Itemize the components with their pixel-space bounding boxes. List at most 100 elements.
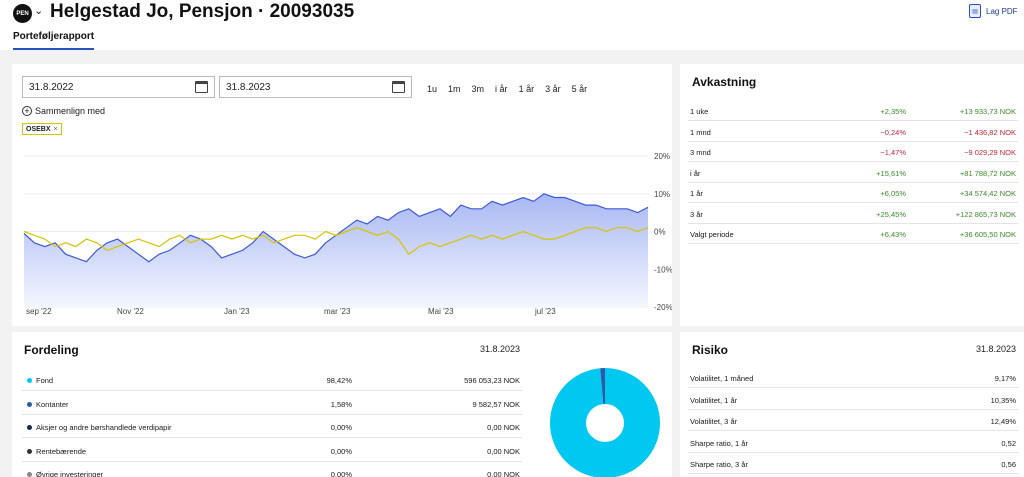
calendar-icon[interactable] [195, 81, 208, 93]
returns-amount: −1 436,82 NOK [964, 127, 1016, 137]
create-pdf-label: Lag PDF [986, 6, 1018, 16]
risk-label: Sharpe ratio, 3 år [690, 460, 748, 469]
risk-value: 10,35% [990, 395, 1016, 405]
risk-row: Sharpe ratio, 3 år 0,56 [688, 453, 1018, 474]
allocation-donut-chart [550, 368, 660, 477]
y-tick-label: 20% [654, 152, 670, 161]
period-5y[interactable]: 5 år [571, 84, 588, 94]
risk-value: 0,52 [1001, 438, 1016, 448]
risk-panel: Risiko 31.8.2023 Volatilitet, 1 måned 9,1… [680, 332, 1024, 477]
allocation-row: Fond 98,42% 596 053,23 NOK [22, 368, 522, 391]
legend-dot-icon [27, 425, 32, 430]
x-tick-label: Nov '22 [117, 307, 144, 316]
returns-period: 3 mnd [690, 148, 711, 157]
to-date-input[interactable]: 31.8.2023 [219, 76, 412, 98]
returns-amount: +36 605,50 NOK [959, 230, 1016, 239]
returns-row: 3 år +25,45% +122 865,73 NOK [688, 204, 1018, 224]
risk-label: Sharpe ratio, 1 år [690, 438, 748, 448]
risk-row: Sharpe ratio, 1 år 0,52 [688, 432, 1018, 453]
allocation-percent: 0,00% [330, 470, 352, 477]
page-title: Helgestad Jo, Pensjon · 20093035 [50, 1, 355, 22]
plus-circle-icon: + [22, 106, 32, 116]
returns-title: Avkastning [692, 75, 757, 89]
legend-dot-icon [27, 378, 32, 383]
close-icon[interactable]: × [53, 125, 58, 133]
benchmark-line[interactable] [23, 227, 649, 256]
x-tick-label: Mai '23 [428, 307, 454, 316]
performance-chart-panel: 20% 10% 0% -10% -20% sep '22 Nov '22 Jan '23 mar… [12, 64, 672, 326]
returns-row: 3 mnd −1,47% −9 029,29 NOK [688, 142, 1018, 162]
legend-dot-icon [27, 472, 32, 477]
allocation-label: Aksjer og andre børshandlede verdipapir [36, 423, 172, 432]
risk-label: Volatilitet, 1 år [690, 395, 738, 405]
returns-percent: −1,47% [880, 148, 906, 157]
risk-row: Volatilitet, 3 år 12,49% [688, 410, 1018, 431]
returns-amount: +81 788,72 NOK [959, 168, 1016, 178]
allocation-amount: 596 053,23 NOK [464, 376, 520, 385]
period-1m[interactable]: 1m [448, 84, 461, 94]
returns-row: 1 år +6,05% +34 574,42 NOK [688, 183, 1018, 203]
performance-chart: 20% 10% 0% -10% -20% sep '22 Nov '22 Jan '23 mar… [23, 152, 672, 316]
legend-dot-icon [27, 401, 32, 407]
returns-period: 3 år [690, 209, 703, 219]
allocation-percent: 0,00% [330, 423, 352, 432]
x-tick-label: sep '22 [26, 307, 52, 316]
allocation-row: Rentebærende 0,00% 0,00 NOK [22, 439, 522, 462]
allocation-amount: 9 582,57 NOK [472, 399, 520, 409]
compare-with-button[interactable]: + Sammenlign med [22, 106, 105, 116]
risk-value: 9,17% [994, 374, 1016, 383]
top-bar: PEN ⌄ Helgestad Jo, Pensjon · 20093035 ▤… [0, 0, 1024, 50]
chevron-down-icon[interactable]: ⌄ [34, 5, 44, 17]
calendar-icon[interactable] [392, 81, 405, 93]
risk-value: 12,49% [990, 417, 1016, 426]
returns-percent: +15,61% [876, 168, 906, 178]
donut-slice[interactable] [550, 368, 660, 477]
allocation-percent: 0,00% [330, 446, 352, 456]
create-pdf-button[interactable]: ▤ Lag PDF [969, 2, 1018, 20]
allocation-amount: 0,00 NOK [487, 446, 520, 456]
returns-amount: +13 933,73 NOK [959, 107, 1016, 116]
risk-title: Risiko [692, 343, 729, 357]
from-date-input[interactable]: 31.8.2022 [22, 76, 215, 98]
compare-label: Sammenlign med [35, 106, 106, 116]
returns-percent: +2,35% [880, 107, 906, 116]
allocation-label: Fond [36, 376, 54, 385]
returns-percent: +6,43% [880, 230, 906, 239]
period-ytd[interactable]: i år [495, 84, 508, 94]
returns-period: i år [690, 168, 701, 178]
to-date-value: 31.8.2023 [226, 82, 271, 93]
period-3m[interactable]: 3m [471, 84, 485, 94]
y-tick-label: -20% [654, 303, 672, 312]
allocation-row: Aksjer og andre børshandlede verdipapir 0… [22, 415, 522, 438]
tab-portfolio-report[interactable]: Porteføljerapport [13, 31, 95, 50]
returns-period: Valgt periode [690, 230, 734, 239]
returns-row: 1 uke +2,35% +13 933,73 NOK [688, 101, 1018, 121]
allocation-label: Øvrige investeringer [36, 470, 104, 477]
allocation-label: Kontanter [36, 399, 69, 409]
returns-panel: Avkastning 1 uke +2,35% +13 933,73 NOK 1 mn… [680, 64, 1024, 326]
returns-row: Valgt periode +6,43% +36 605,50 NOK [688, 224, 1018, 244]
pension-logo-icon[interactable]: PEN [13, 4, 32, 23]
allocation-label: Rentebærende [36, 446, 87, 456]
y-tick-label: -10% [654, 265, 672, 274]
returns-row: i år +15,61% +81 788,72 NOK [688, 163, 1018, 183]
returns-percent: +6,05% [880, 189, 906, 198]
from-date-value: 31.8.2022 [29, 82, 74, 93]
allocation-row: Øvrige investeringer 0,00% 0,00 NOK [22, 462, 522, 477]
x-tick-label: jul '23 [534, 307, 556, 316]
returns-period: 1 år [690, 189, 703, 198]
returns-period: 1 mnd [690, 127, 711, 137]
period-3y[interactable]: 3 år [545, 84, 561, 94]
returns-period: 1 uke [690, 107, 709, 116]
y-tick-label: 0% [654, 228, 666, 237]
benchmark-chip: OSEBX × [22, 123, 62, 135]
portfolio-area [24, 193, 648, 307]
x-tick-label: mar '23 [324, 307, 351, 316]
period-1u[interactable]: 1u [427, 84, 438, 94]
returns-amount: +34 574,42 NOK [959, 189, 1016, 198]
risk-value: 0,56 [1001, 460, 1016, 469]
allocation-date: 31.8.2023 [480, 344, 521, 354]
period-1y[interactable]: 1 år [518, 84, 535, 94]
returns-row: 1 mnd −0,24% −1 436,82 NOK [688, 122, 1018, 142]
returns-percent: −0,24% [880, 127, 906, 137]
